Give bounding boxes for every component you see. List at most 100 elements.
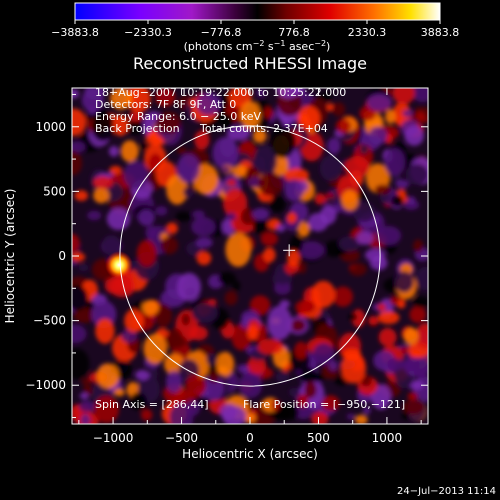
info-line-time: 18−Aug−2007 10:19:22.000 to 10:25:22.000 [95, 86, 346, 99]
heatmap-blob [72, 108, 87, 137]
heatmap-blob [143, 333, 167, 364]
heatmap-blob [359, 105, 376, 122]
axis-ticks: −1000 −500 0 500 1000 −1000 −500 0 500 1000 [25, 88, 428, 445]
heatmap-blob [346, 413, 355, 420]
heatmap-blob [297, 105, 321, 131]
heatmap-blob [95, 318, 115, 344]
heatmap-blob [175, 211, 192, 222]
heatmap-blob [141, 299, 159, 316]
heatmap-blob [191, 217, 216, 237]
heatmap-blob [260, 231, 278, 246]
heatmap-blob [401, 359, 420, 372]
heatmap-blob [72, 89, 80, 99]
heatmap-blob [319, 91, 332, 102]
heatmap-blob [340, 353, 366, 384]
heatmap-blob [360, 144, 369, 154]
colorbar-tick-label: 776.8 [278, 26, 310, 39]
heatmap-blob [72, 233, 80, 253]
heatmap-blob [411, 88, 428, 103]
heatmap-blob [93, 187, 110, 204]
heatmap-blob [402, 399, 425, 415]
heatmap-blob [344, 156, 370, 178]
flare-position-label: Flare Position = [−950,−121] [243, 398, 405, 411]
heatmap-blob [240, 207, 256, 226]
heatmap-blob [321, 395, 340, 412]
heatmap-blob [227, 178, 237, 186]
heatmap-blob [354, 414, 368, 424]
colorbar-units: (photons cm−2 s−1 asec−2) [184, 39, 331, 53]
heatmap-blob [74, 190, 89, 201]
heatmap-blob [415, 266, 428, 291]
heatmap-blob [407, 392, 418, 401]
heatmap-blob [154, 303, 173, 328]
heatmap-blob [225, 212, 237, 221]
heatmap-blob [269, 195, 286, 213]
colorbar: −3883.8 −2330.3 −776.8 776.8 2330.3 3883.8 (p… [51, 2, 460, 53]
heatmap-blob [224, 290, 238, 306]
heatmap-blob [324, 240, 343, 258]
solar-limb-circle [119, 125, 381, 387]
heatmap-blob [297, 221, 310, 237]
heatmap-blob [237, 364, 249, 374]
info-line-counts: Total counts: 2.37E+04 [199, 122, 328, 135]
heatmap-blob [72, 324, 87, 344]
heatmap-blob [332, 286, 353, 307]
heatmap-blob [348, 262, 367, 276]
heatmap-blob [93, 176, 114, 189]
heatmap-blob [140, 409, 153, 421]
heatmap-blob [263, 106, 274, 119]
heatmap-blob [242, 412, 257, 424]
heatmap-blob [311, 280, 336, 308]
heatmap-blob [84, 88, 106, 100]
x-tick-label: 500 [307, 431, 330, 445]
heatmap-blob [247, 356, 267, 375]
x-tick-label: 0 [246, 431, 254, 445]
colorbar-tick-label: 3883.8 [421, 26, 460, 39]
heatmap-blob [396, 300, 406, 309]
heatmap-blob [218, 271, 237, 285]
heatmap-blob [368, 315, 379, 325]
heatmap-blob [194, 130, 210, 150]
plot-area: −1000 −500 0 500 1000 −1000 −500 0 500 1000 [25, 87, 429, 445]
heatmap-blob [403, 200, 420, 210]
heatmap-blob [352, 202, 376, 222]
heatmap-blob [108, 145, 119, 157]
heatmap-blob [312, 342, 335, 366]
heatmap-blob [304, 381, 317, 399]
heatmap-blob [169, 402, 194, 424]
heatmap-blob [252, 208, 270, 220]
heatmap-blob [298, 241, 325, 260]
heatmap-blob [289, 235, 304, 254]
heatmap-blob [374, 184, 392, 195]
heatmap-blob [91, 111, 115, 142]
heatmap-blob [356, 231, 374, 245]
heatmap-blob [81, 377, 91, 386]
heatmap-blob [206, 353, 217, 366]
heatmap-blob [413, 239, 424, 253]
x-tick-label: 1000 [372, 431, 403, 445]
heatmap-blob [415, 323, 428, 349]
heatmap-blob [294, 341, 308, 360]
heatmap-blob [249, 295, 271, 316]
heatmap-blob [72, 284, 88, 312]
y-tick-label: 0 [58, 249, 66, 263]
heatmap-blob [219, 403, 238, 421]
footer-timestamp: 24−Jul−2013 11:14 [397, 486, 496, 497]
heatmap-blob [80, 413, 91, 424]
colorbar-tick-label: −776.8 [201, 26, 242, 39]
colorbar-gradient [74, 2, 441, 21]
heatmap-blob [72, 348, 90, 380]
heatmap-blob [276, 88, 301, 99]
spin-axis-label: Spin Axis = [286,44] [95, 398, 209, 411]
info-text: 18−Aug−2007 10:19:22.000 to 10:25:22.000… [95, 86, 405, 411]
heatmap-blob [348, 313, 358, 321]
heatmap-blob [217, 366, 228, 375]
heatmap-blob [395, 179, 410, 189]
heatmap-blob [370, 255, 388, 271]
heatmap-blob [327, 137, 341, 155]
heatmap-blob [96, 363, 120, 389]
heatmap-blob [413, 296, 428, 308]
heatmap-blob [338, 236, 361, 252]
heatmap-blob [325, 103, 335, 112]
